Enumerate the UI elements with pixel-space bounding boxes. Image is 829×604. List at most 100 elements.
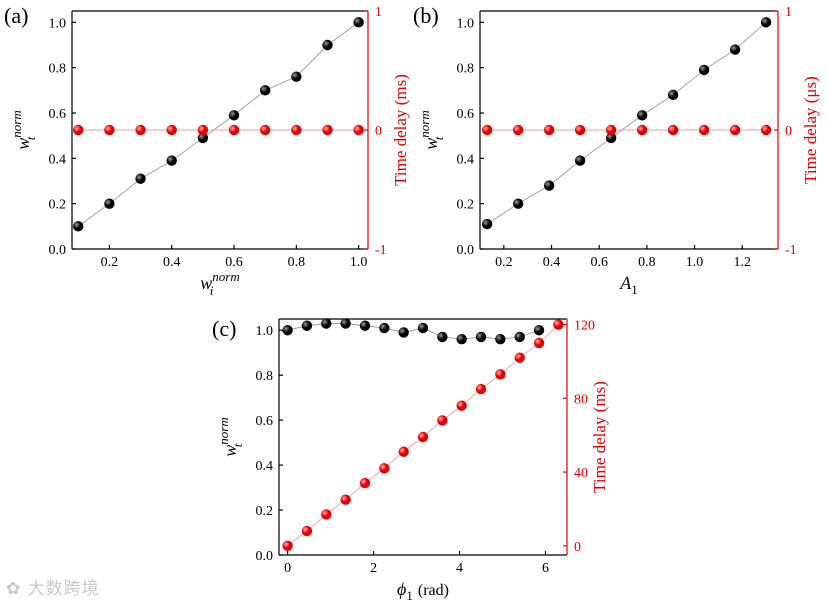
time-delay-point [353,124,364,136]
x-tick-label: 1.2 [733,255,751,270]
y-tick-label: 0.6 [49,107,67,122]
time-delay-point [379,463,390,474]
x-tick-label: 1.0 [686,255,704,270]
y-tick-label: 0.0 [457,243,475,258]
x-tick-label: 2 [370,561,377,576]
y-axis-label: wnormt [417,110,446,149]
y-tick-label: 0.4 [256,459,274,474]
y2-axis-label: Time delay (ms) [590,381,609,493]
watermark-text: 大数跨境 [27,579,100,599]
weight-point [456,334,467,345]
weight-point [512,198,524,209]
y2-tick-label: 40 [574,466,588,481]
y-tick-label: 1.0 [256,324,274,339]
time-delay-point [291,124,302,136]
x-tick-label: 0.2 [101,255,119,270]
y-tick-label: 1.0 [457,16,475,31]
x-tick-label: 0.4 [543,255,561,270]
time-delay-point [543,124,555,136]
x-tick-label: 6 [542,561,549,576]
weight-point [636,110,648,121]
y-axis-label: wnormt [9,110,38,149]
weight-point [574,155,586,166]
time-delay-point [574,124,586,136]
y2-tick-label: 0 [785,124,792,139]
time-delay-point [514,352,525,363]
y-tick-label: 1.0 [49,16,67,31]
x-tick-label: 0.2 [495,255,513,270]
y-tick-label: 0.6 [256,414,274,429]
weight-point [760,17,772,28]
weight-point [475,331,487,343]
weight-point [533,325,545,336]
y-tick-label: 0.4 [457,152,475,167]
weight-point [73,221,84,232]
time-delay-point [166,124,177,136]
time-delay-point [605,124,617,136]
weight-point [259,85,271,96]
weight-point [104,198,115,209]
weight-point [197,132,209,144]
y-tick-label: 0.2 [256,504,274,519]
time-delay-point [437,415,448,426]
time-delay-point [340,494,351,505]
y-tick-label: 0.8 [256,369,274,384]
time-delay-point [533,337,545,349]
x-tick-label: 0 [284,561,291,576]
weight-point [729,44,741,55]
y2-axis-label: Time delay (μs) [801,76,820,184]
y-tick-label: 0.2 [457,198,475,213]
y2-tick-label: 0 [375,124,382,139]
y-tick-label: 0.6 [457,107,475,122]
weight-point [605,132,617,144]
weight-point [321,318,332,329]
time-delay-point [495,369,506,380]
y-tick-label: 0.4 [49,152,67,167]
x-tick-label: 1.0 [350,255,368,270]
watermark-logo-icon: ✿ [6,579,22,599]
time-delay-point [512,124,524,136]
weight-point [228,110,240,121]
weight-point [514,331,525,343]
series-line [486,21,767,225]
weight-point [398,327,409,338]
time-delay-point [667,124,679,136]
x-tick-label: 0.4 [163,255,181,270]
y2-tick-label: 80 [574,392,588,407]
watermark: ✿ 大数跨境 [6,574,100,599]
y-tick-label: 0.2 [49,198,67,213]
series-line [77,21,359,227]
x-axis-label: A1 [619,273,638,297]
weight-point [495,334,506,345]
time-delay-point [104,124,115,136]
weight-point [301,320,313,331]
panel-b: (b) 0.2 0.4 0.6 0.8 1.0 1.2 0.0 0.2 0.4 0.6 0.8 1.0 -… [413,3,820,297]
weight-point [340,318,351,329]
weight-point [417,322,429,334]
weight-point [698,64,710,76]
y-tick-label: 0.0 [256,549,274,564]
y2-axis-label: Time delay (ms) [391,74,410,186]
weight-point [166,155,177,166]
y-tick-label: 0.0 [49,243,67,258]
time-delay-point [228,124,240,136]
time-delay-point [475,383,487,395]
y-tick-label: 0.8 [457,62,475,77]
x-tick-label: 0.6 [225,255,243,270]
time-delay-point [135,124,146,136]
weight-point [543,180,555,191]
y2-tick-label: -1 [375,243,387,258]
time-delay-point [398,446,409,457]
panel-a: (a) 0.2 0.4 0.6 0.8 1.0 0.0 0.2 0.4 0.6 0.8 1.0 -1 0 1… [4,3,410,298]
time-delay-point [636,124,648,136]
time-delay-point [197,124,209,136]
weight-point [282,325,293,336]
time-delay-point [282,540,293,551]
x-tick-label: 0.8 [638,255,656,270]
weight-point [135,173,146,184]
time-delay-point [73,124,84,136]
panel-label: (a) [4,3,28,28]
weight-point [437,331,448,343]
x-tick-label: 4 [456,561,463,576]
